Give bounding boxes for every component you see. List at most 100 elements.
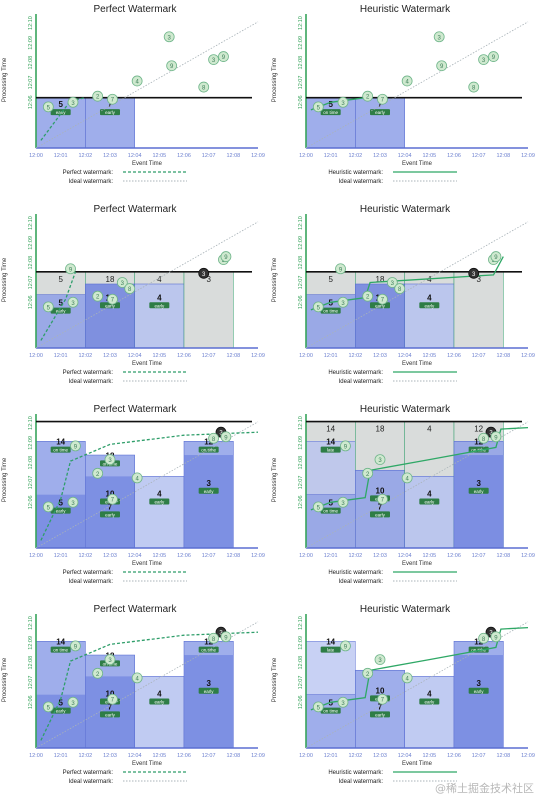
datum-dot — [198, 81, 210, 93]
window-pane — [404, 476, 455, 549]
x-tick-label: 12:05 — [422, 753, 436, 759]
datum-dot — [377, 93, 388, 105]
datum-value: 8 — [398, 287, 402, 293]
x-tick-label: 12:08 — [226, 553, 240, 559]
datum-dot — [337, 296, 349, 308]
y-tick-label: 12:07 — [28, 76, 34, 90]
legend-ideal-label: Ideal watermark: — [69, 579, 114, 585]
panel-title: Heuristic Watermark — [360, 204, 451, 215]
datum-value: 9 — [494, 435, 498, 441]
datum-dot — [478, 432, 490, 444]
y-tick-label: 12:09 — [298, 636, 304, 650]
y-tick-label: 12:08 — [28, 256, 34, 270]
legend-ideal-label: Ideal watermark: — [339, 779, 384, 785]
datum-dot — [131, 472, 143, 484]
datum-dot — [401, 75, 413, 87]
y-tick-label: 12:07 — [298, 276, 304, 290]
y-axis-title: Processing Time — [272, 457, 278, 502]
datum-value: 8 — [212, 637, 216, 643]
panel-title: Perfect Watermark — [94, 204, 178, 215]
datum-dot — [312, 701, 324, 713]
pane-late-tag-bg — [320, 646, 341, 653]
perfect-watermark-line — [40, 431, 259, 541]
pane-main-value: 5 — [58, 100, 63, 109]
datum-value: 8 — [482, 637, 486, 643]
y-tick-label: 12:07 — [298, 476, 304, 490]
x-tick-label: 12:09 — [251, 353, 265, 359]
heuristic-watermark-line — [310, 426, 529, 511]
window-pane-early — [454, 455, 504, 548]
pane-sub2-value: 7 — [108, 702, 113, 711]
pane-main-tag: early — [56, 309, 67, 314]
datum-dot — [163, 31, 175, 43]
pane-sub-tag: early — [56, 709, 67, 714]
x-tick-label: 12:03 — [103, 753, 117, 759]
pane-sub-tag-bg — [198, 487, 219, 494]
datum-dot — [42, 701, 54, 713]
datum-dot — [67, 696, 79, 708]
datum-dot — [198, 267, 210, 279]
pane-sub-value: 3 — [476, 479, 481, 488]
pane-sub2-tag: early — [105, 512, 116, 517]
pane-main-tag-bg — [100, 109, 120, 116]
pane-grey-label: 18 — [376, 275, 385, 284]
perfect-watermark-line — [40, 97, 86, 141]
datum-dot — [67, 96, 79, 108]
pane-late-tag: late — [327, 648, 335, 653]
x-tick-label: 12:02 — [78, 553, 92, 559]
x-tick-label: 12:04 — [128, 753, 142, 759]
pane-main-tag-bg — [370, 109, 390, 116]
datum-value: 4 — [135, 476, 139, 482]
datum-dot — [362, 90, 374, 102]
x-tick-label: 12:04 — [398, 753, 412, 759]
pane-sub-tag: early — [474, 689, 485, 694]
datum-value: 9 — [224, 255, 228, 261]
pane-sub-tag-bg — [468, 487, 489, 494]
datum-value: 8 — [212, 437, 216, 443]
x-tick-label: 12:09 — [521, 353, 535, 359]
x-tick-label: 12:02 — [348, 153, 362, 159]
pane-main-tag: early — [56, 110, 67, 115]
panel-title: Perfect Watermark — [94, 604, 178, 615]
datum-dot — [312, 301, 324, 313]
datum-dot — [92, 667, 104, 679]
pane-sub2-tag-bg — [100, 511, 120, 518]
y-axis-title: Processing Time — [2, 657, 8, 702]
pane-grey — [453, 271, 504, 349]
pane-main-value: 4 — [427, 689, 432, 698]
x-tick-label: 12:05 — [152, 753, 166, 759]
y-tick-label: 12:06 — [298, 95, 304, 109]
x-tick-label: 12:08 — [496, 553, 510, 559]
pane-main-tag: early — [424, 699, 435, 704]
datum-dot — [116, 277, 128, 288]
y-tick-label: 12:09 — [28, 436, 34, 450]
y-tick-label: 12:07 — [28, 476, 34, 490]
pane-main-value: 12 — [204, 438, 213, 447]
x-tick-label: 12:07 — [472, 553, 486, 559]
datum-value: 4 — [135, 79, 139, 85]
datum-dot — [131, 672, 143, 684]
x-axis-title: Event Time — [132, 161, 163, 167]
pane-main-tag: early — [375, 110, 386, 115]
datum-value: 5 — [47, 505, 51, 511]
datum-value: 3 — [212, 58, 216, 64]
datum-value: 2 — [96, 672, 100, 678]
datum-dot — [377, 693, 388, 705]
x-axis-title: Event Time — [132, 561, 163, 567]
datum-dot — [362, 290, 374, 302]
x-tick-label: 12:01 — [324, 353, 338, 359]
datum-dot — [107, 693, 118, 705]
pane-main-tag: on time — [323, 110, 338, 115]
y-tick-label: 12:10 — [28, 416, 34, 430]
datum-dot — [335, 263, 346, 275]
datum-value: 9 — [494, 635, 498, 641]
x-tick-label: 12:03 — [373, 153, 387, 159]
pane-sub-tag-bg — [468, 687, 489, 694]
datum-value: 9 — [170, 64, 174, 70]
legend-watermark-label: Heuristic watermark: — [328, 170, 383, 176]
pane-main-tag-bg — [50, 646, 71, 653]
x-tick-label: 12:05 — [152, 553, 166, 559]
datum-value: 4 — [405, 476, 409, 482]
x-tick-label: 12:04 — [398, 553, 412, 559]
x-tick-label: 12:08 — [496, 753, 510, 759]
